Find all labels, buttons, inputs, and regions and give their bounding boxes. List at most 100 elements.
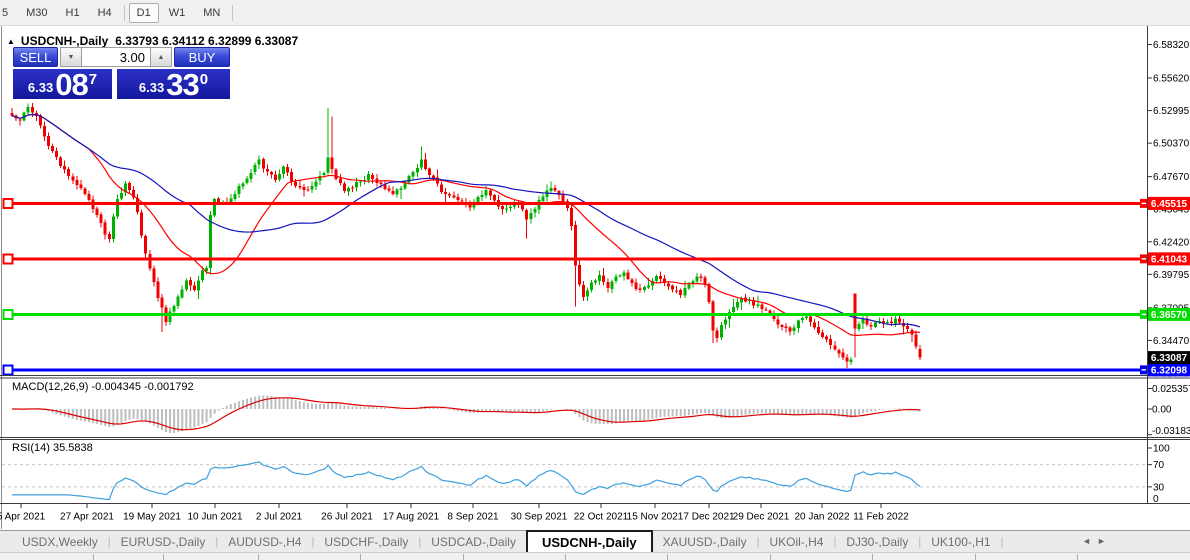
tab-separator: | — [756, 535, 760, 548]
sell-button[interactable]: SELL — [13, 47, 58, 67]
timeframe-m30[interactable]: M30 — [26, 6, 48, 19]
buy-price-small: 6.33 — [138, 80, 165, 95]
svg-text:0.025357: 0.025357 — [1152, 384, 1190, 395]
svg-text:6.32098: 6.32098 — [1151, 365, 1188, 376]
one-click-trading-panel: SELL ▼ 3.00 ▲ BUY 6.33 08 7 6.33 33 0 — [13, 47, 230, 102]
tab-separator: | — [418, 535, 422, 548]
pane-splitters[interactable] — [0, 26, 1190, 505]
hline-6.36570[interactable] — [2, 308, 1147, 320]
status-divider — [872, 554, 873, 560]
buy-button[interactable]: BUY — [174, 47, 230, 67]
status-bar — [0, 552, 1190, 560]
last-price-badge[interactable]: 6.33087 — [1148, 351, 1190, 365]
chart-tab-usdx-weekly[interactable]: USDX,Weekly — [22, 534, 98, 549]
macd-indicator: 0.025357 0.00 -0.03183 — [11, 384, 1190, 437]
svg-text:6.50370: 6.50370 — [1153, 139, 1190, 150]
chart-tab-usdcad-daily[interactable]: USDCAD-,Daily — [431, 534, 516, 549]
sell-price-sup: 7 — [88, 71, 98, 88]
timeframe-5[interactable]: 5 — [2, 6, 9, 19]
sell-price-big: 08 — [55, 67, 88, 102]
svg-text:30: 30 — [1153, 482, 1165, 493]
svg-text:10 Jun 2021: 10 Jun 2021 — [187, 512, 242, 523]
status-divider — [258, 554, 259, 560]
rsi-name: RSI(14) — [12, 442, 50, 454]
timeframe-mn[interactable]: MN — [203, 6, 221, 19]
svg-text:6.39795: 6.39795 — [1153, 270, 1190, 281]
hline-6.41043[interactable] — [2, 253, 1147, 265]
status-divider — [93, 554, 94, 560]
svg-text:29 Dec 2021: 29 Dec 2021 — [733, 512, 790, 523]
timeframe-h4[interactable]: H4 — [97, 6, 112, 19]
svg-text:100: 100 — [1153, 444, 1170, 455]
chart-tab-ukoil-h4[interactable]: UKOil-,H4 — [769, 534, 824, 549]
buy-price-big: 33 — [166, 67, 199, 102]
volume-input[interactable]: 3.00 — [82, 47, 150, 67]
buy-price-sup: 0 — [199, 71, 209, 88]
svg-text:7 Dec 2021: 7 Dec 2021 — [683, 512, 735, 523]
date-axis[interactable]: 5 Apr 2021 27 Apr 2021 19 May 2021 10 Jun 2… — [0, 503, 909, 523]
chart-tab-bar: USDX,Weekly | EURUSD-,Daily | AUDUSD-,H4 | USD… — [0, 530, 1190, 552]
chart-tab-xauusd-daily[interactable]: XAUUSD-,Daily — [662, 534, 747, 549]
macd-name: MACD(12,26,9) — [12, 381, 89, 393]
svg-text:15 Nov 2021: 15 Nov 2021 — [627, 512, 684, 523]
sell-price-display[interactable]: 6.33 08 7 — [13, 67, 112, 102]
hline-6.32098[interactable] — [2, 364, 1147, 376]
svg-text:-0.03183: -0.03183 — [1152, 426, 1190, 437]
chart-tab-eurusd-daily[interactable]: EURUSD-,Daily — [120, 534, 206, 549]
svg-text:17 Aug 2021: 17 Aug 2021 — [383, 512, 440, 523]
status-divider — [1077, 554, 1078, 560]
svg-text:11 Feb 2022: 11 Feb 2022 — [853, 512, 909, 523]
svg-text:20 Jan 2022: 20 Jan 2022 — [794, 512, 849, 523]
toolbar-separator — [123, 4, 125, 21]
svg-text:6.42420: 6.42420 — [1153, 237, 1190, 248]
rsi-indicator: 100 70 300 — [2, 444, 1170, 505]
volume-control: ▼ 3.00 ▲ — [60, 47, 172, 67]
collapse-oct-icon[interactable]: ▲ — [7, 36, 15, 46]
chart-tab-uk100-h1[interactable]: UK100-,H1 — [931, 534, 991, 549]
timeframe-w1[interactable]: W1 — [168, 6, 186, 19]
scale-badge-6.41043[interactable]: 6.41043 — [1140, 252, 1190, 266]
svg-text:6.36570: 6.36570 — [1151, 310, 1188, 321]
svg-text:27 Apr 2021: 27 Apr 2021 — [60, 512, 114, 523]
tab-separator: | — [311, 535, 315, 548]
svg-text:6.33087: 6.33087 — [1151, 353, 1188, 364]
svg-text:30 Sep 2021: 30 Sep 2021 — [511, 512, 568, 523]
candlesticks[interactable] — [10, 103, 922, 368]
status-divider — [975, 554, 976, 560]
chart-ohlc-values: 6.33793 6.34112 6.32899 6.33087 — [115, 34, 299, 48]
timeframe-toolbar: 5 M30 H1 H4 D1 W1 MN — [0, 0, 1190, 26]
svg-text:6.47670: 6.47670 — [1153, 172, 1190, 183]
tab-separator: | — [833, 535, 837, 548]
scale-badge-6.32098[interactable]: 6.32098 — [1140, 363, 1190, 377]
chart-tab-audusd-h4[interactable]: AUDUSD-,H4 — [228, 534, 302, 549]
timeframe-h1[interactable]: H1 — [65, 6, 80, 19]
svg-text:0.00: 0.00 — [1152, 405, 1172, 416]
chart-title: ▲ USDCNH-,Daily 6.33793 6.34112 6.32899 … — [7, 34, 298, 48]
buy-price-display[interactable]: 6.33 33 0 — [117, 67, 230, 102]
svg-text:6.45045: 6.45045 — [1153, 205, 1190, 216]
svg-text:6.52995: 6.52995 — [1153, 106, 1190, 117]
timeframe-d1[interactable]: D1 — [128, 2, 159, 23]
status-divider — [770, 554, 771, 560]
status-divider — [163, 554, 164, 560]
scale-badge-6.36570[interactable]: 6.36570 — [1140, 307, 1190, 321]
tab-scroll-left-icon[interactable]: ◄ — [1082, 536, 1091, 546]
svg-text:2 Jul 2021: 2 Jul 2021 — [256, 512, 303, 523]
status-divider — [360, 554, 361, 560]
tab-scroll-right-icon[interactable]: ► — [1097, 536, 1106, 546]
chart-tab-dj30-daily[interactable]: DJ30-,Daily — [846, 534, 909, 549]
svg-text:22 Oct 2021: 22 Oct 2021 — [574, 512, 629, 523]
status-divider — [463, 554, 464, 560]
scale-badge-6.45515[interactable]: 6.45515 — [1140, 196, 1190, 210]
hline-6.45515[interactable] — [2, 197, 1147, 209]
volume-increase-button[interactable]: ▲ — [150, 47, 172, 67]
chart-tab-usdcnh-daily[interactable]: USDCNH-,Daily — [525, 530, 653, 552]
macd-label: MACD(12,26,9) -0.004345 -0.001792 — [12, 381, 194, 393]
chart-tab-usdchf-daily[interactable]: USDCHF-,Daily — [324, 534, 409, 549]
rsi-value: 35.5838 — [52, 442, 93, 454]
svg-text:6.45515: 6.45515 — [1151, 199, 1188, 210]
toolbar-separator — [232, 4, 234, 21]
volume-decrease-button[interactable]: ▼ — [60, 47, 82, 67]
